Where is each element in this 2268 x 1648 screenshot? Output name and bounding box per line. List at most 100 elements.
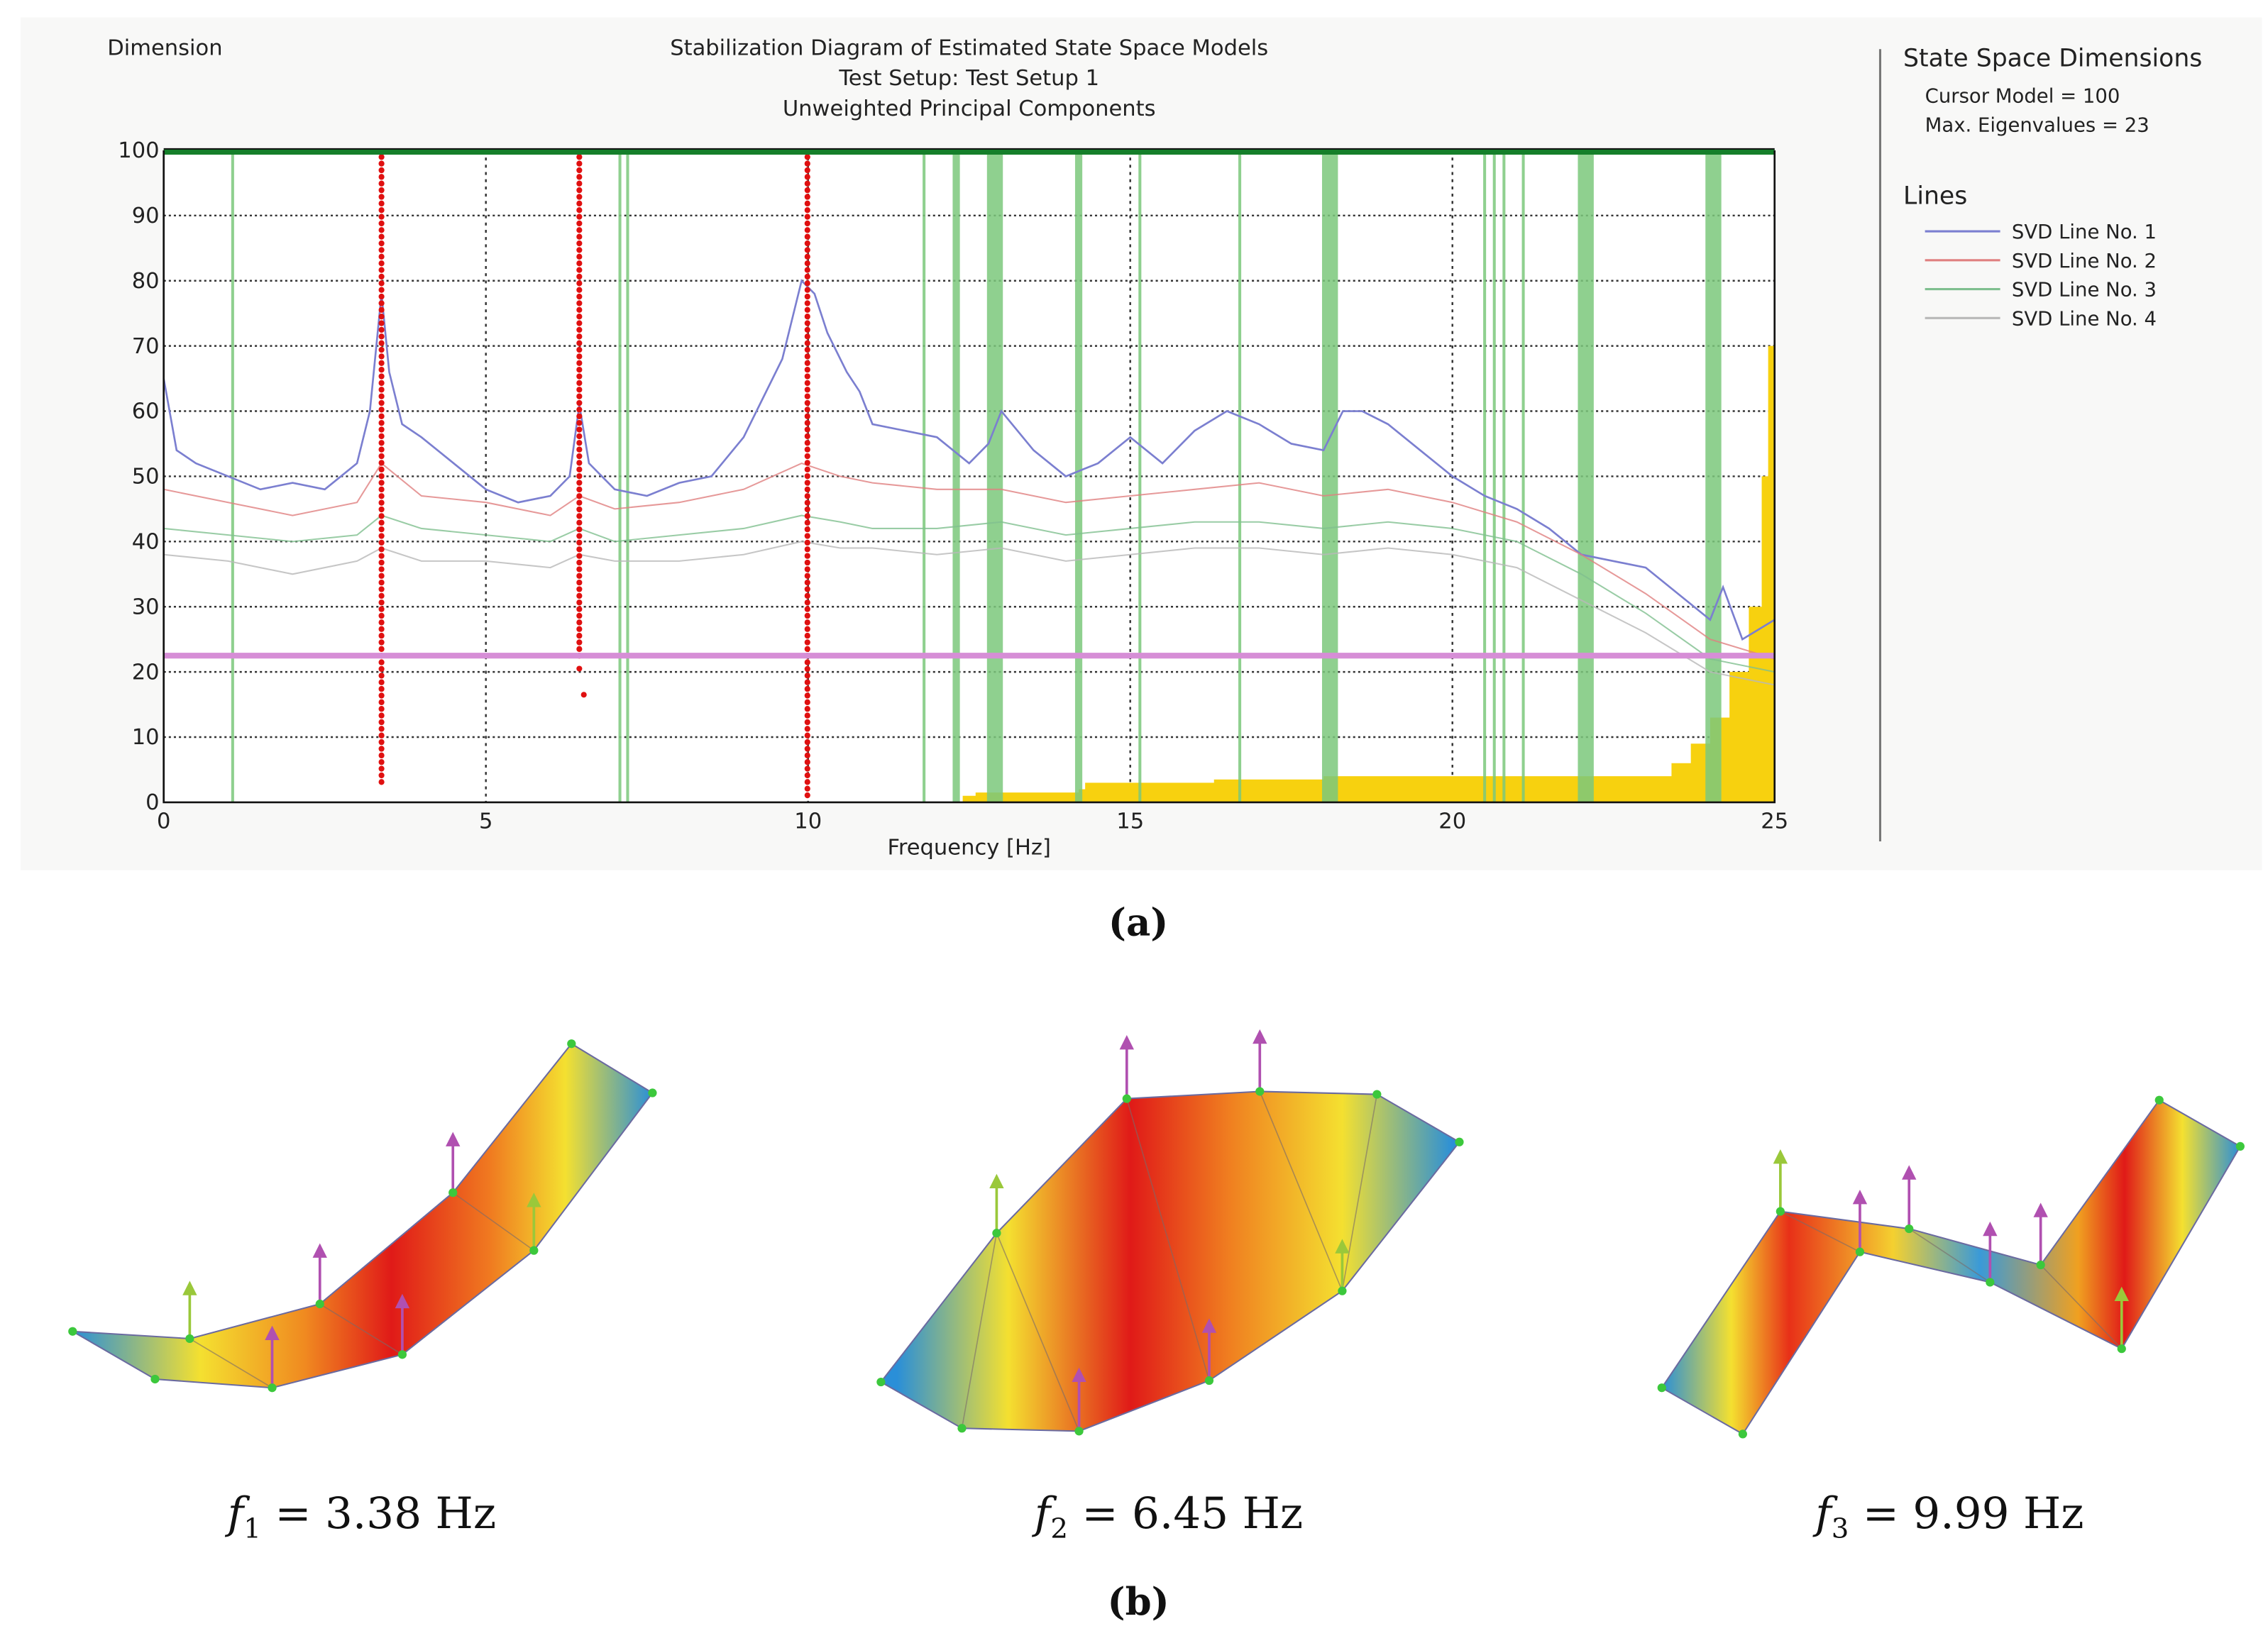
mode-arrow-head-icon — [395, 1293, 410, 1309]
mode-arrows — [182, 1029, 2129, 1432]
mode-arrow-head-icon — [1201, 1318, 1217, 1333]
legend-label-4: SVD Line No. 4 — [2012, 307, 2157, 330]
reference-lines — [163, 148, 1775, 659]
mode-node — [448, 1188, 458, 1198]
x-tick-label: 10 — [794, 809, 822, 834]
axis-frame — [163, 150, 1776, 804]
mode-surface — [72, 1042, 654, 1389]
mode-node — [68, 1327, 77, 1336]
mode-arrow-head-icon — [265, 1325, 280, 1340]
mode-node — [150, 1374, 160, 1384]
mode-arrow-head-icon — [182, 1281, 197, 1295]
y-tick-label: 50 — [132, 465, 160, 490]
mode-node — [1657, 1383, 1666, 1393]
mode-shape-2 — [879, 1090, 1461, 1432]
mode-surface — [879, 1090, 1461, 1432]
y-tick-label: 70 — [132, 334, 160, 359]
mode-node — [1338, 1286, 1347, 1295]
mode-node — [876, 1377, 886, 1387]
y-tick-label: 40 — [132, 530, 160, 555]
mode-node — [1855, 1247, 1865, 1256]
svd-line-4 — [163, 541, 1775, 686]
chart-title: Stabilization Diagram of Estimated State… — [670, 35, 1268, 60]
mode-node — [1738, 1429, 1747, 1439]
stable-frequency-bands — [231, 150, 1722, 802]
mode-node — [2036, 1260, 2045, 1270]
svd-line-3 — [163, 514, 1775, 673]
svd-line-2 — [163, 462, 1776, 660]
mode-node — [2235, 1141, 2245, 1151]
mode-node — [1776, 1207, 1785, 1216]
corner-label: Dimension — [107, 35, 222, 60]
legend-lines-title: Lines — [1903, 182, 1967, 210]
mode-arrow-head-icon — [1119, 1035, 1134, 1050]
x-tick-label: 25 — [1761, 809, 1788, 834]
pole-point — [576, 665, 583, 672]
mode-node — [2117, 1344, 2126, 1354]
mode-node — [529, 1246, 539, 1255]
y-tick-label: 20 — [132, 660, 160, 685]
mode-arrow-head-icon — [1253, 1029, 1267, 1044]
y-tick-label: 80 — [132, 269, 160, 294]
panel-label-a: (a) — [1108, 900, 1168, 944]
mode-node — [1074, 1427, 1084, 1436]
mode-caption-1: f1 = 3.38 Hz — [225, 1488, 496, 1545]
mode-node — [992, 1229, 1001, 1238]
mode-node — [648, 1088, 657, 1097]
legend-max-eigenvalues: Max. Eigenvalues = 23 — [1925, 114, 2149, 136]
y-tick-label: 100 — [118, 138, 159, 163]
y-tick-label: 10 — [132, 725, 160, 750]
mode-node — [1905, 1224, 1914, 1234]
mode-node — [1372, 1090, 1382, 1099]
mode-shape-3 — [1661, 1099, 2242, 1435]
svd-lines — [163, 279, 1776, 686]
chart-subtitle-1: Test Setup: Test Setup 1 — [838, 66, 1099, 91]
mode-arrow-head-icon — [312, 1243, 327, 1258]
y-tick-label: 30 — [132, 595, 160, 619]
stabilization-chart: 0 10 20 30 40 50 60 70 80 90 100 0 5 10 15 20 25 Dimensi… — [107, 35, 2202, 860]
x-tick-label: 20 — [1438, 809, 1466, 834]
x-tick-label: 5 — [479, 809, 492, 834]
legend-label-3: SVD Line No. 3 — [2012, 279, 2157, 302]
mode-arrow-head-icon — [446, 1132, 461, 1146]
chart-subtitle-2: Unweighted Principal Components — [783, 96, 1156, 121]
mode-arrow-head-icon — [1852, 1190, 1868, 1205]
mode-caption-2: f2 = 6.45 Hz — [1032, 1488, 1303, 1545]
stable-poles — [378, 154, 810, 799]
mode-node — [185, 1334, 194, 1344]
mode-node — [268, 1383, 277, 1393]
legend-label-2: SVD Line No. 2 — [2012, 250, 2157, 272]
panel-label-b: (b) — [1108, 1580, 1169, 1624]
y-tick-label: 0 — [145, 790, 159, 815]
mode-arrow-head-icon — [1072, 1367, 1086, 1383]
mode-node — [397, 1350, 407, 1359]
mode-node — [1122, 1094, 1131, 1103]
axes: 0 10 20 30 40 50 60 70 80 90 100 0 5 10 15 20 25 — [118, 138, 1788, 834]
legend-label-1: SVD Line No. 1 — [2012, 221, 2157, 243]
mode-arrow-head-icon — [2114, 1286, 2129, 1301]
svd-line-1 — [163, 279, 1776, 641]
mode-arrow-head-icon — [1983, 1221, 1998, 1237]
y-tick-label: 60 — [132, 399, 160, 424]
x-tick-label: 0 — [157, 809, 170, 834]
mode-surface — [1661, 1099, 2242, 1435]
mode-node — [1986, 1278, 1995, 1287]
mode-arrow-head-icon — [2033, 1202, 2048, 1217]
mode-arrow-head-icon — [1773, 1149, 1788, 1164]
mode-arrow-head-icon — [1335, 1239, 1350, 1254]
mode-node — [1455, 1137, 1464, 1146]
mode-arrow-head-icon — [1902, 1165, 1917, 1180]
mode-node — [1255, 1087, 1265, 1096]
mode-node — [1204, 1376, 1214, 1386]
mode-node — [2154, 1095, 2164, 1105]
mode-arrow-head-icon — [527, 1193, 541, 1207]
mode-node — [567, 1039, 576, 1049]
pole-point — [580, 692, 587, 698]
legend-cursor-model: Cursor Model = 100 — [1925, 85, 2120, 108]
mode-arrow-head-icon — [989, 1173, 1004, 1189]
mode-nodes — [68, 1039, 2245, 1439]
mode-shape-1 — [72, 1042, 654, 1389]
legend-title: State Space Dimensions — [1903, 45, 2202, 73]
y-tick-label: 90 — [132, 204, 160, 228]
